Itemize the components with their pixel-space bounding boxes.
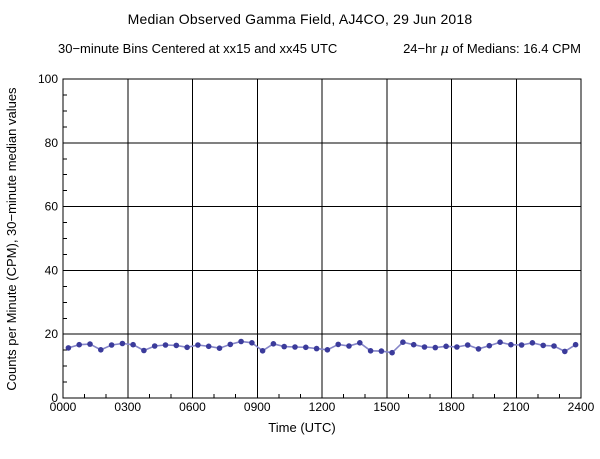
median-point xyxy=(303,344,309,351)
median-point xyxy=(162,342,169,348)
median-point xyxy=(98,347,104,353)
median-point xyxy=(119,340,126,347)
y-axis-label: Counts per Minute (CPM), 30−minute media… xyxy=(4,87,19,391)
y-tick-label: 40 xyxy=(45,263,59,277)
median-point xyxy=(141,347,147,354)
median-point xyxy=(378,348,385,354)
axis-ticks xyxy=(63,94,560,398)
median-point xyxy=(227,341,234,348)
median-point xyxy=(249,340,255,346)
median-point xyxy=(572,341,579,348)
median-point xyxy=(205,343,212,350)
tick-labels: 0000 0300 0600 0900 1200 1500 1800 2100 2400 0 20 4… xyxy=(38,72,595,414)
mu-symbol: μ xyxy=(440,42,449,57)
median-point xyxy=(529,340,536,346)
subtitle-mean: 24−hr μ of Medians: 16.4 CPM xyxy=(403,41,581,57)
median-point xyxy=(475,346,482,352)
x-tick-label: 1200 xyxy=(309,400,336,414)
median-point xyxy=(281,343,288,350)
median-point xyxy=(443,343,449,350)
median-point xyxy=(259,348,266,354)
median-point xyxy=(184,344,190,351)
median-point xyxy=(173,342,180,349)
median-point xyxy=(518,342,525,348)
median-point xyxy=(421,344,428,350)
x-tick-label: 0600 xyxy=(179,400,206,414)
median-point xyxy=(454,344,460,350)
median-point xyxy=(464,342,471,348)
x-tick-label: 1500 xyxy=(373,400,400,414)
x-tick-label: 0000 xyxy=(50,400,77,414)
chart-title: Median Observed Gamma Field, AJ4CO, 29 J… xyxy=(127,11,473,27)
median-point xyxy=(410,341,417,348)
median-point xyxy=(540,342,546,349)
median-point xyxy=(65,345,72,351)
subtitle-mean-suffix: of Medians: 16.4 CPM xyxy=(448,41,581,56)
chart-subtitle: 30−minute Bins Centered at xx15 and xx45… xyxy=(58,41,581,57)
median-point xyxy=(324,347,331,353)
y-tick-label: 80 xyxy=(45,136,59,150)
median-point xyxy=(389,349,395,356)
median-point xyxy=(292,344,298,350)
median-point xyxy=(76,341,82,348)
median-point xyxy=(151,343,158,349)
median-point xyxy=(195,342,201,348)
median-point xyxy=(216,345,223,352)
median-point xyxy=(367,348,374,354)
y-tick-label: 60 xyxy=(45,200,59,214)
x-tick-label: 0900 xyxy=(244,400,271,414)
subtitle-mean-prefix: 24−hr xyxy=(403,41,441,56)
median-point xyxy=(432,344,439,351)
median-point xyxy=(486,342,493,349)
x-tick-label: 1800 xyxy=(438,400,465,414)
y-tick-label: 0 xyxy=(51,391,58,405)
median-point xyxy=(130,341,136,348)
median-point xyxy=(357,340,363,346)
data-series xyxy=(65,338,579,356)
y-tick-label: 20 xyxy=(45,327,59,341)
median-point xyxy=(238,338,244,345)
median-point xyxy=(497,339,503,346)
median-point xyxy=(400,339,406,346)
x-tick-label: 0300 xyxy=(114,400,141,414)
median-point xyxy=(270,341,277,347)
x-tick-label: 2100 xyxy=(503,400,530,414)
median-point xyxy=(313,345,320,352)
subtitle-bins: 30−minute Bins Centered at xx15 and xx45… xyxy=(58,41,338,56)
x-tick-label: 2400 xyxy=(568,400,595,414)
median-point xyxy=(108,342,115,348)
median-point xyxy=(551,343,557,349)
median-point xyxy=(562,348,568,355)
median-point xyxy=(508,341,514,348)
y-tick-label: 100 xyxy=(38,72,58,86)
median-point xyxy=(87,341,93,347)
median-point xyxy=(335,341,342,348)
median-point xyxy=(346,343,352,349)
gridlines xyxy=(63,79,581,398)
plot-border xyxy=(62,78,582,399)
x-axis-label: Time (UTC) xyxy=(268,420,335,435)
